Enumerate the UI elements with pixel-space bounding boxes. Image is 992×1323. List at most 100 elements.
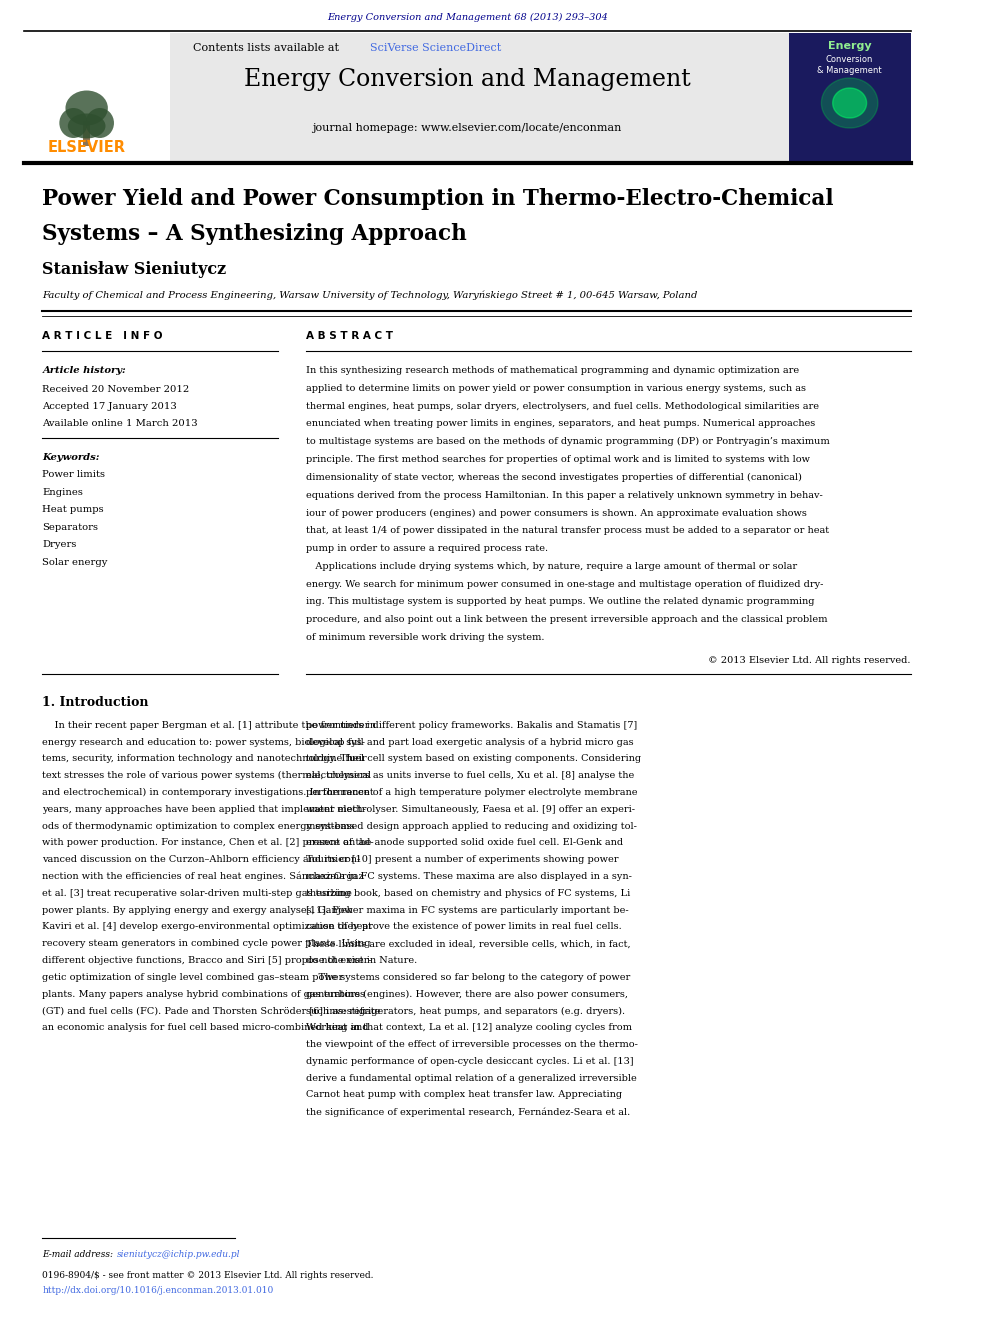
Text: © 2013 Elsevier Ltd. All rights reserved.: © 2013 Elsevier Ltd. All rights reserved…: [708, 656, 911, 664]
Text: recovery steam generators in combined cycle power plants. Using: recovery steam generators in combined cy…: [43, 939, 371, 949]
FancyBboxPatch shape: [24, 33, 911, 163]
Text: dynamic performance of open-cycle desiccant cycles. Li et al. [13]: dynamic performance of open-cycle desicc…: [307, 1057, 634, 1066]
Text: generators (engines). However, there are also power consumers,: generators (engines). However, there are…: [307, 990, 628, 999]
Text: derive a fundamental optimal relation of a generalized irreversible: derive a fundamental optimal relation of…: [307, 1073, 637, 1082]
Text: ment-based design approach applied to reducing and oxidizing tol-: ment-based design approach applied to re…: [307, 822, 637, 831]
Text: Engines: Engines: [43, 487, 83, 496]
Text: different objective functions, Bracco and Siri [5] propose the exer-: different objective functions, Bracco an…: [43, 957, 372, 964]
Text: E-mail address:: E-mail address:: [43, 1250, 116, 1259]
Text: thermal engines, heat pumps, solar dryers, electrolysers, and fuel cells. Method: thermal engines, heat pumps, solar dryer…: [307, 402, 819, 410]
Text: http://dx.doi.org/10.1016/j.enconman.2013.01.010: http://dx.doi.org/10.1016/j.enconman.201…: [43, 1286, 274, 1295]
Text: Heat pumps: Heat pumps: [43, 505, 104, 515]
Text: ing. This multistage system is supported by heat pumps. We outline the related d: ing. This multistage system is supported…: [307, 598, 814, 606]
Text: power under different policy frameworks. Bakalis and Stamatis [7]: power under different policy frameworks.…: [307, 721, 638, 730]
Text: plants. Many papers analyse hybrid combinations of gas turbines: plants. Many papers analyse hybrid combi…: [43, 990, 365, 999]
Text: Faculty of Chemical and Process Engineering, Warsaw University of Technology, Wa: Faculty of Chemical and Process Engineer…: [43, 291, 697, 300]
Ellipse shape: [85, 108, 114, 138]
Text: of minimum reversible work driving the system.: of minimum reversible work driving the s…: [307, 632, 545, 642]
Text: principle. The first method searches for properties of optimal work and is limit: principle. The first method searches for…: [307, 455, 810, 464]
Text: ELSEVIER: ELSEVIER: [48, 140, 126, 155]
Text: thesizing book, based on chemistry and physics of FC systems, Li: thesizing book, based on chemistry and p…: [307, 889, 630, 898]
Text: enunciated when treating power limits in engines, separators, and heat pumps. Nu: enunciated when treating power limits in…: [307, 419, 815, 429]
Text: Stanisław Sieniutycz: Stanisław Sieniutycz: [43, 261, 226, 278]
Text: text stresses the role of various power systems (thermal, chemical: text stresses the role of various power …: [43, 771, 372, 781]
Text: procedure, and also point out a link between the present irreversible approach a: procedure, and also point out a link bet…: [307, 615, 827, 624]
Text: tems, security, information technology and nanotechnology. Their: tems, security, information technology a…: [43, 754, 367, 763]
Text: ods of thermodynamic optimization to complex energy systems: ods of thermodynamic optimization to com…: [43, 822, 355, 831]
Text: Energy Conversion and Management: Energy Conversion and Management: [244, 67, 690, 91]
Text: do not exist in Nature.: do not exist in Nature.: [307, 957, 418, 964]
Text: journal homepage: www.elsevier.com/locate/enconman: journal homepage: www.elsevier.com/locat…: [312, 123, 622, 134]
Text: In their recent paper Bergman et al. [1] attribute the frontiers in: In their recent paper Bergman et al. [1]…: [43, 721, 376, 730]
Text: equations derived from the process Hamiltonian. In this paper a relatively unkno: equations derived from the process Hamil…: [307, 491, 823, 500]
Text: (GT) and fuel cells (FC). Pade and Thorsten Schröder [6] investigate: (GT) and fuel cells (FC). Pade and Thors…: [43, 1007, 381, 1016]
Text: cause they prove the existence of power limits in real fuel cells.: cause they prove the existence of power …: [307, 922, 622, 931]
Text: that, at least 1/4 of power dissipated in the natural transfer process must be a: that, at least 1/4 of power dissipated i…: [307, 527, 829, 536]
Text: Systems – A Synthesizing Approach: Systems – A Synthesizing Approach: [43, 224, 467, 245]
Text: Keywords:: Keywords:: [43, 452, 100, 462]
Text: an economic analysis for fuel cell based micro-combined heat and: an economic analysis for fuel cell based…: [43, 1023, 369, 1032]
Text: et al. [3] treat recuperative solar-driven multi-step gas turbine: et al. [3] treat recuperative solar-driv…: [43, 889, 352, 898]
Text: Conversion: Conversion: [826, 56, 873, 64]
Text: such as: refrigerators, heat pumps, and separators (e.g. dryers).: such as: refrigerators, heat pumps, and …: [307, 1007, 625, 1016]
Text: performance of a high temperature polymer electrolyte membrane: performance of a high temperature polyme…: [307, 789, 638, 796]
FancyBboxPatch shape: [24, 33, 170, 163]
Text: with power production. For instance, Chen et al. [2] present an ad-: with power production. For instance, Che…: [43, 839, 374, 848]
Text: In this synthesizing research methods of mathematical programming and dynamic op: In this synthesizing research methods of…: [307, 366, 800, 374]
Text: Kaviri et al. [4] develop exergo-environmental optimization of heat: Kaviri et al. [4] develop exergo-environ…: [43, 922, 372, 931]
Text: Tournier [10] present a number of experiments showing power: Tournier [10] present a number of experi…: [307, 855, 619, 864]
Text: Article history:: Article history:: [43, 366, 126, 374]
Text: [11]. Power maxima in FC systems are particularly important be-: [11]. Power maxima in FC systems are par…: [307, 906, 629, 914]
Text: the viewpoint of the effect of irreversible processes on the thermo-: the viewpoint of the effect of irreversi…: [307, 1040, 638, 1049]
Text: Contents lists available at: Contents lists available at: [193, 44, 342, 53]
Text: 1. Introduction: 1. Introduction: [43, 696, 149, 709]
Text: Energy: Energy: [828, 41, 871, 52]
Ellipse shape: [65, 90, 108, 126]
Text: vanced discussion on the Curzon–Ahlborn efficiency and its con-: vanced discussion on the Curzon–Ahlborn …: [43, 855, 361, 864]
Text: erance of the anode supported solid oxide fuel cell. El-Genk and: erance of the anode supported solid oxid…: [307, 839, 623, 848]
Polygon shape: [832, 89, 867, 118]
Text: energy. We search for minimum power consumed in one-stage and multistage operati: energy. We search for minimum power cons…: [307, 579, 823, 589]
Text: SciVerse ScienceDirect: SciVerse ScienceDirect: [370, 44, 501, 53]
Text: 0196-8904/$ - see front matter © 2013 Elsevier Ltd. All rights reserved.: 0196-8904/$ - see front matter © 2013 El…: [43, 1271, 374, 1279]
Text: Received 20 November 2012: Received 20 November 2012: [43, 385, 189, 394]
Text: power plants. By applying energy and exergy analyses, Ganjeh: power plants. By applying energy and exe…: [43, 906, 353, 914]
Text: energy research and education to: power systems, biological sys-: energy research and education to: power …: [43, 738, 365, 746]
Text: Separators: Separators: [43, 523, 98, 532]
Text: Dryers: Dryers: [43, 540, 76, 549]
Text: Power Yield and Power Consumption in Thermo-Electro-Chemical: Power Yield and Power Consumption in The…: [43, 188, 834, 210]
Text: water electrolyser. Simultaneously, Faesa et al. [9] offer an experi-: water electrolyser. Simultaneously, Faes…: [307, 804, 635, 814]
Text: pump in order to assure a required process rate.: pump in order to assure a required proce…: [307, 544, 549, 553]
Text: The systems considered so far belong to the category of power: The systems considered so far belong to …: [307, 972, 630, 982]
Text: getic optimization of single level combined gas–steam power: getic optimization of single level combi…: [43, 972, 343, 982]
Text: years, many approaches have been applied that implement meth-: years, many approaches have been applied…: [43, 804, 366, 814]
FancyBboxPatch shape: [790, 33, 911, 163]
FancyBboxPatch shape: [83, 120, 90, 146]
Ellipse shape: [67, 114, 105, 139]
Text: Carnot heat pump with complex heat transfer law. Appreciating: Carnot heat pump with complex heat trans…: [307, 1090, 622, 1099]
Text: and electrochemical) in contemporary investigations. In the recent: and electrochemical) in contemporary inv…: [43, 789, 374, 798]
Text: Available online 1 March 2013: Available online 1 March 2013: [43, 419, 198, 429]
Text: dimensionality of state vector, whereas the second investigates properties of di: dimensionality of state vector, whereas …: [307, 472, 802, 482]
Text: These limits are excluded in ideal, reversible cells, which, in fact,: These limits are excluded in ideal, reve…: [307, 939, 631, 949]
Text: Accepted 17 January 2013: Accepted 17 January 2013: [43, 402, 178, 411]
Text: nection with the efficiencies of real heat engines. Sánchez-Orgaz: nection with the efficiencies of real he…: [43, 872, 364, 881]
Text: Working in that context, La et al. [12] analyze cooling cycles from: Working in that context, La et al. [12] …: [307, 1023, 632, 1032]
Text: & Management: & Management: [817, 66, 882, 75]
Text: the significance of experimental research, Fernández-Seara et al.: the significance of experimental researc…: [307, 1107, 630, 1117]
Text: Energy Conversion and Management 68 (2013) 293–304: Energy Conversion and Management 68 (201…: [326, 13, 608, 22]
Text: turbine fuel cell system based on existing components. Considering: turbine fuel cell system based on existi…: [307, 754, 641, 763]
Text: Solar energy: Solar energy: [43, 557, 108, 566]
Text: develop full and part load exergetic analysis of a hybrid micro gas: develop full and part load exergetic ana…: [307, 738, 634, 746]
Polygon shape: [821, 78, 878, 128]
Text: applied to determine limits on power yield or power consumption in various energ: applied to determine limits on power yie…: [307, 384, 806, 393]
Text: Power limits: Power limits: [43, 470, 105, 479]
Text: sieniutycz@ichip.pw.edu.pl: sieniutycz@ichip.pw.edu.pl: [117, 1250, 240, 1259]
Text: electrolysers as units inverse to fuel cells, Xu et al. [8] analyse the: electrolysers as units inverse to fuel c…: [307, 771, 635, 781]
Text: to multistage systems are based on the methods of dynamic programming (DP) or Po: to multistage systems are based on the m…: [307, 437, 830, 446]
Text: maxima in FC systems. These maxima are also displayed in a syn-: maxima in FC systems. These maxima are a…: [307, 872, 632, 881]
Text: Applications include drying systems which, by nature, require a large amount of : Applications include drying systems whic…: [307, 562, 798, 570]
Text: iour of power producers (engines) and power consumers is shown. An approximate e: iour of power producers (engines) and po…: [307, 508, 807, 517]
Text: A R T I C L E   I N F O: A R T I C L E I N F O: [43, 331, 163, 341]
Ellipse shape: [60, 108, 87, 138]
